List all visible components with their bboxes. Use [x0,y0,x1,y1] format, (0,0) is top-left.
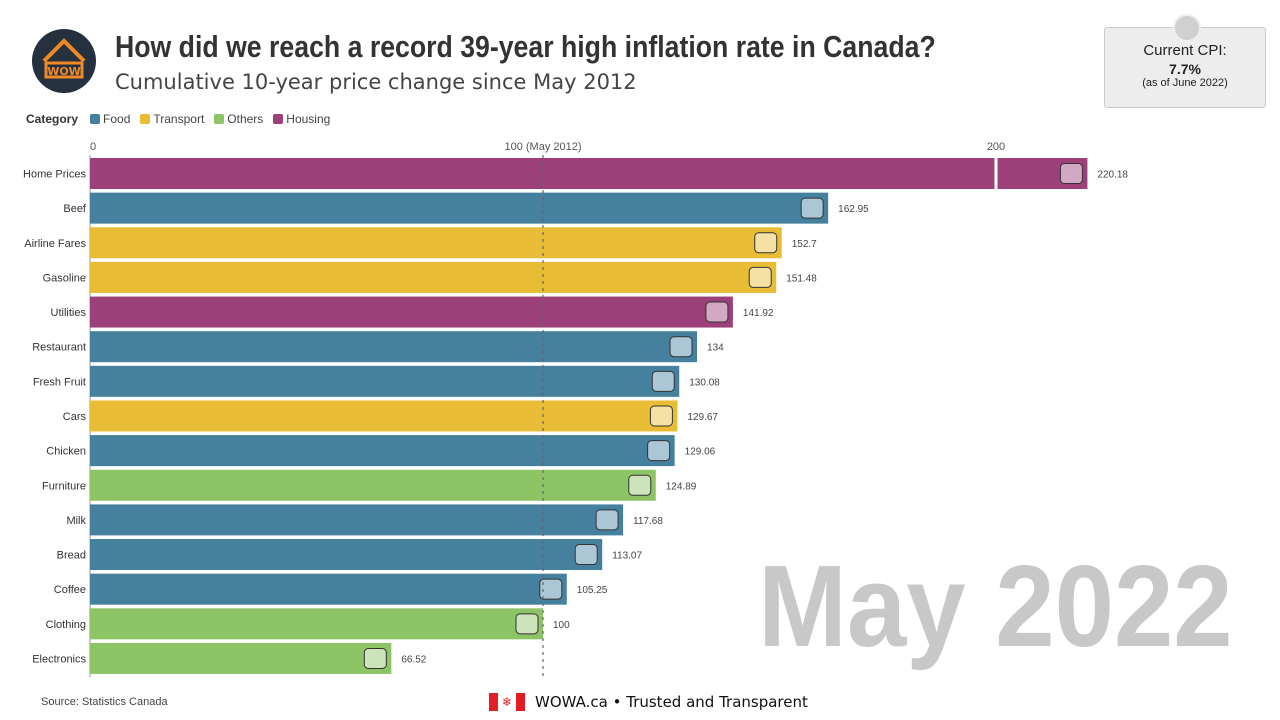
pin-icon [1173,14,1201,42]
value-label: 141.92 [743,308,774,319]
cow-icon [800,197,824,219]
airplane-icon [754,232,778,254]
shirt-icon [515,613,539,635]
coffee-cup-icon [539,578,563,600]
bread-icon [574,544,598,566]
category-label: Milk [66,515,86,527]
cpi-value: 7.7% [1169,61,1201,77]
category-label: Bread [57,550,86,562]
value-label: 134 [707,343,724,354]
bar-clothing [90,608,543,640]
bar-chicken [90,435,675,467]
house-icon [1059,163,1083,184]
category-label: Furniture [42,480,86,492]
legend-item-housing: Housing [273,112,330,126]
value-label: 100 [553,620,570,631]
legend-label: Transport [153,112,205,126]
value-label: 124.89 [666,481,697,492]
cpi-note: (as of June 2022) [1142,77,1228,89]
value-label: 66.52 [401,654,426,665]
bar-home-prices [90,158,1088,189]
bar-restaurant [90,331,698,363]
category-label: Gasoline [43,272,86,284]
legend-item-food: Food [90,112,130,126]
bar-gasoline [90,261,777,293]
value-label: 220.18 [1097,170,1128,181]
roast-chicken-icon [647,440,671,462]
legend-item-transport: Transport [140,112,204,126]
fruit-icon [651,370,675,392]
value-label: 129.06 [685,447,716,458]
legend-item-others: Others [214,112,263,126]
fork-spoon-icon [669,336,693,358]
fuel-pump-icon [748,266,772,288]
category-label: Chicken [46,446,86,458]
brand-tagline: WOWA.ca • Trusted and Transparent [535,693,808,711]
category-label: Electronics [32,653,86,665]
svg-text:WOW: WOW [47,65,81,78]
cpi-label: Current CPI: [1143,42,1227,59]
wowa-logo: WOW [32,29,96,93]
value-label: 117.68 [633,516,663,527]
legend-swatch [273,114,284,124]
bar-furniture [90,469,656,501]
category-label: Clothing [46,619,86,631]
category-label: Airline Fares [24,238,86,250]
bar-airline-fares [90,227,782,259]
bar-milk [90,504,624,536]
bar-bread [90,539,603,571]
tick-label: 200 [987,141,1005,153]
value-label: 130.08 [689,377,720,388]
cpi-box: Current CPI: 7.7% (as of June 2022) [1104,14,1266,108]
bar-coffee [90,573,567,605]
value-label: 113.07 [612,551,642,562]
tick-label: 100 (May 2012) [504,141,581,153]
source-note: Source: Statistics Canada [41,696,168,708]
category-label: Home Prices [23,169,86,181]
category-label: Cars [63,411,87,423]
legend-swatch [214,114,225,124]
canada-flag-icon: ❄ [489,693,525,711]
legend-swatch [90,114,101,124]
legend-title: Category [26,112,79,126]
footer-brand: ❄ WOWA.ca • Trusted and Transparent [489,693,808,711]
milk-icon [595,509,619,531]
category-label: Beef [63,203,87,215]
legend-label: Food [103,112,131,126]
category-label: Utilities [51,307,87,319]
bar-electronics [90,642,392,674]
chart-title: How did we reach a record 39-year high i… [115,29,936,64]
bar-fresh-fruit [90,365,680,397]
value-label: 129.67 [687,412,718,423]
bar-cars [90,400,678,432]
car-icon [649,405,673,427]
value-label: 151.48 [786,273,817,284]
value-label: 105.25 [577,585,608,596]
utilities-icon [705,301,729,323]
legend-label: Others [227,112,264,126]
chart-subtitle: Cumulative 10-year price change since Ma… [115,70,637,94]
legend: Category Food Transport Others Housing [26,112,336,126]
value-label: 162.95 [838,204,869,215]
legend-label: Housing [286,112,331,126]
bar-beef [90,192,829,224]
category-label: Restaurant [32,342,86,354]
category-label: Coffee [54,584,86,596]
value-label: 152.7 [792,239,817,250]
furniture-icon [628,474,652,496]
bar-utilities [90,296,733,328]
legend-swatch [140,114,151,124]
category-label: Fresh Fruit [33,376,86,388]
electronics-icon [363,647,387,669]
tick-label: 0 [90,141,96,153]
